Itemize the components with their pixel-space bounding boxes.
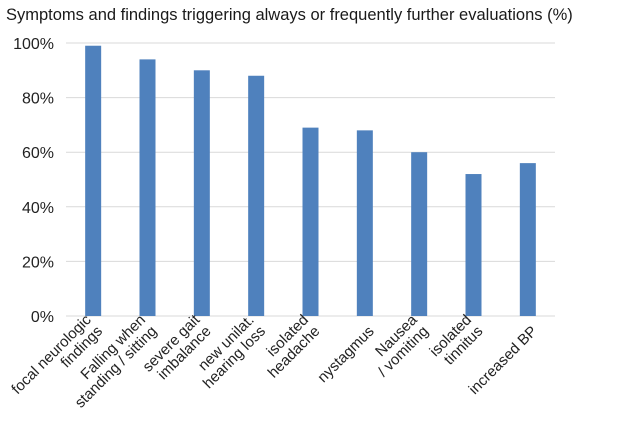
y-tick-label: 0% [31, 309, 54, 326]
y-tick-label: 100% [13, 36, 54, 53]
y-tick-label: 80% [22, 91, 54, 108]
y-tick-label: 20% [22, 254, 54, 271]
x-category-label-line: nystagmus [314, 323, 377, 386]
bar [85, 45, 102, 316]
bar [465, 174, 482, 316]
bar [139, 59, 156, 316]
x-category-label: Nausea/ vomiting [372, 311, 432, 380]
bar [248, 75, 265, 316]
bar [356, 130, 373, 316]
bar [519, 163, 536, 316]
y-tick-label: 60% [22, 145, 54, 162]
bar [302, 127, 319, 316]
y-axis-ticks: 0% 20% 40% 60% 80% 100% [13, 36, 54, 326]
chart-title: Symptoms and findings triggering always … [6, 6, 573, 24]
y-tick-label: 40% [22, 200, 54, 217]
bars [85, 45, 536, 316]
bar [193, 70, 210, 316]
bar [411, 152, 428, 316]
x-category-label: nystagmus [314, 323, 377, 386]
